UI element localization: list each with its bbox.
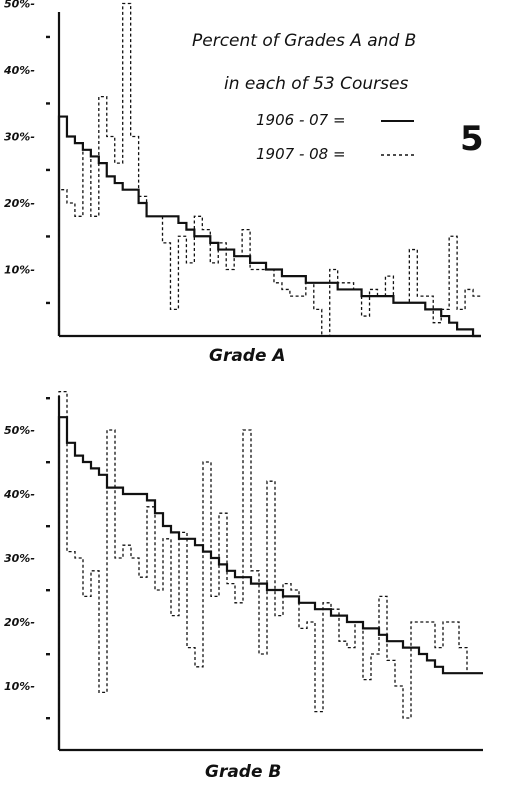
chart-b-ticks: 10%- 20%- 30%- 40%- 50%- [3,397,50,720]
y-minor-tick [46,301,50,305]
y-minor-tick [46,589,50,592]
chart-a-series [57,2,481,338]
y-minor-tick [46,525,50,528]
figure-number: 5 [460,119,484,159]
chart-grade-b: 10%- 20%- 30%- 40%- 50%- Grade B [3,390,483,782]
y-tick-label: 40%- [3,488,35,501]
y-tick-label: 20%- [4,616,35,629]
y-minor-tick [46,461,50,464]
y-tick-label: 40%- [3,64,35,77]
y-tick-label: 10%- [4,680,35,693]
y-minor-tick [46,168,50,172]
y-tick-label: 50%- [4,424,35,437]
chart-a-ticks: 10%- 20%- 30%- 40%- 50%- [3,0,50,305]
y-tick-label: 30%- [4,552,35,565]
legend-label-1907-08: 1907 - 08 = [256,145,346,163]
y-minor-tick [46,397,50,400]
y-tick-label: 50%- [4,0,35,11]
y-minor-tick [46,653,50,656]
y-tick-label: 10%- [4,264,35,277]
y-tick-label: 30%- [4,131,35,144]
chart-b-x-label: Grade B [205,762,281,782]
series-1906-07-line [57,416,483,750]
y-minor-tick [46,717,50,720]
legend: 1906 - 07 = 1907 - 08 = [256,111,414,163]
series-1907-08-line [58,2,481,337]
y-minor-tick [46,235,50,238]
chart-a-x-label: Grade A [209,346,286,366]
series-1907-08-line [58,390,483,750]
chart-b-series [57,390,483,750]
chart-grade-a: 10%- 20%- 30%- 40%- 50%- Grade A [3,0,481,366]
y-minor-tick [46,102,50,105]
figure-title-line-2: in each of 53 Courses [224,74,408,94]
y-tick-label: 20%- [4,197,35,210]
legend-label-1906-07: 1906 - 07 = [256,111,346,129]
y-minor-tick [46,35,50,39]
figure-title-line-1: Percent of Grades A and B [192,31,416,51]
